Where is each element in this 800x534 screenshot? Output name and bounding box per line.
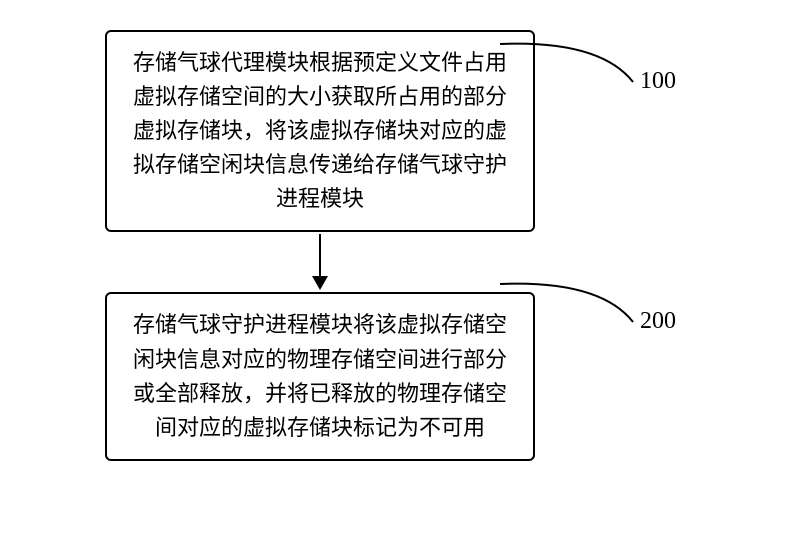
label-200: 200: [640, 308, 676, 335]
flowchart-container: 存储气球代理模块根据预定义文件占用虚拟存储空间的大小获取所占用的部分虚拟存储块，…: [60, 30, 580, 461]
flow-step-100-text: 存储气球代理模块根据预定义文件占用虚拟存储空间的大小获取所占用的部分虚拟存储块，…: [133, 50, 507, 211]
flow-step-200: 存储气球守护进程模块将该虚拟存储空闲块信息对应的物理存储空间进行部分或全部释放，…: [105, 292, 535, 460]
arrow-down-icon: [300, 232, 340, 292]
flow-step-100: 存储气球代理模块根据预定义文件占用虚拟存储空间的大小获取所占用的部分虚拟存储块，…: [105, 30, 535, 232]
flow-step-200-text: 存储气球守护进程模块将该虚拟存储空闲块信息对应的物理存储空间进行部分或全部释放，…: [133, 312, 507, 439]
label-100: 100: [640, 68, 676, 95]
arrow-100-to-200: [300, 232, 340, 292]
